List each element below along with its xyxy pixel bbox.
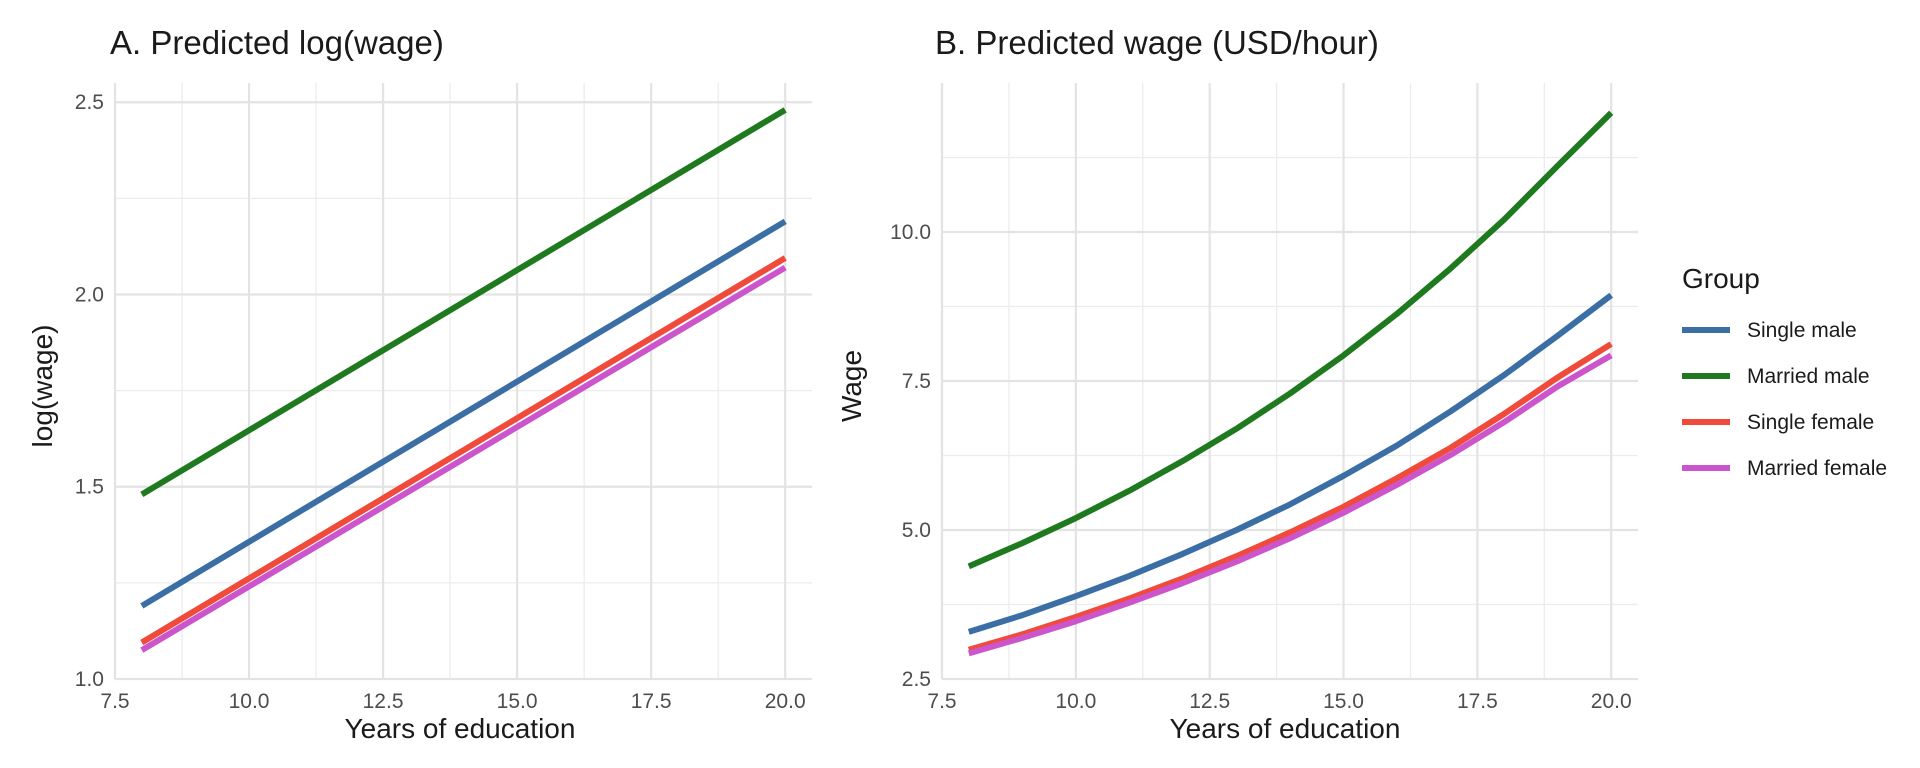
panel-b-series-line-single-male: [967, 292, 1614, 635]
panel-a-x-tick-label: 7.5: [100, 690, 129, 713]
panel-a-y-axis-title: log(wage): [27, 325, 58, 448]
panel-a-y-tick-label: 1.5: [75, 476, 104, 499]
panel-a-y-tick-label: 1.0: [75, 668, 104, 691]
panel-b-y-tick-label: 5.0: [902, 519, 931, 542]
legend-label-married-male: Married male: [1747, 365, 1870, 388]
panel-b-x-tick-label: 15.0: [1323, 690, 1364, 713]
panel-a-series-line-married-female: [140, 265, 787, 653]
panel-b-ticks: 7.5 10.0 12.5 15.0 17.5 20.0 2.5 5.0 7.5 10.0: [890, 221, 1632, 713]
panel-a-x-axis-title: Years of education: [345, 713, 576, 744]
panel-b-series-line-single-female: [967, 341, 1613, 653]
panel-b-x-tick-label: 10.0: [1055, 690, 1096, 713]
panel-b-series-line-married-male: [967, 110, 1614, 570]
panel-b-x-axis-title: Years of education: [1170, 713, 1401, 744]
panel-a-x-tick-label: 10.0: [229, 690, 270, 713]
panel-a-x-tick-label: 20.0: [765, 690, 806, 713]
panel-a-x-tick-label: 12.5: [363, 690, 404, 713]
panel-a-y-tick-label: 2.5: [75, 91, 104, 114]
legend-label-single-female: Single female: [1747, 411, 1874, 434]
legend: Group Single male Married male Single fema…: [1682, 263, 1887, 480]
legend-label-single-male: Single male: [1747, 319, 1857, 342]
panel-a-lines: [140, 107, 787, 653]
panel-a-series-line-single-female: [140, 255, 787, 646]
panel-b-x-tick-label: 20.0: [1591, 690, 1632, 713]
panel-b: B. Predicted wage (USD/hour) 7.5 10.0 12.5…: [836, 24, 1638, 744]
panel-b-x-tick-label: 12.5: [1189, 690, 1230, 713]
panel-a-series-line-married-male: [140, 107, 787, 497]
panel-b-y-tick-label: 2.5: [902, 668, 931, 691]
legend-items: Single male Married male Single female Marr…: [1682, 319, 1887, 480]
panel-b-title: B. Predicted wage (USD/hour): [935, 24, 1379, 61]
legend-title: Group: [1682, 263, 1760, 294]
panel-a-x-tick-label: 15.0: [497, 690, 538, 713]
panel-b-y-tick-label: 10.0: [890, 221, 931, 244]
panel-a-series-line-single-male: [140, 218, 787, 609]
panel-b-series-line-married-female: [967, 352, 1613, 657]
panel-b-grid: [940, 83, 1638, 681]
panel-a: A. Predicted log(wage) 7.5 10.0 12.5 15.0 17…: [27, 24, 812, 744]
panel-b-lines: [967, 110, 1614, 657]
legend-label-married-female: Married female: [1747, 457, 1887, 480]
panel-b-x-tick-label: 17.5: [1457, 690, 1498, 713]
panel-a-x-tick-label: 17.5: [631, 690, 672, 713]
panel-a-grid: [113, 83, 812, 681]
panel-b-y-axis-title: Wage: [836, 350, 867, 422]
panel-a-ticks: 7.5 10.0 12.5 15.0 17.5 20.0 1.0 1.5 2.0 2.5: [75, 91, 806, 713]
panel-b-x-tick-label: 7.5: [927, 690, 956, 713]
panel-a-y-tick-label: 2.0: [75, 283, 104, 306]
panel-b-y-tick-label: 7.5: [902, 370, 931, 393]
panel-a-title: A. Predicted log(wage): [110, 24, 444, 61]
